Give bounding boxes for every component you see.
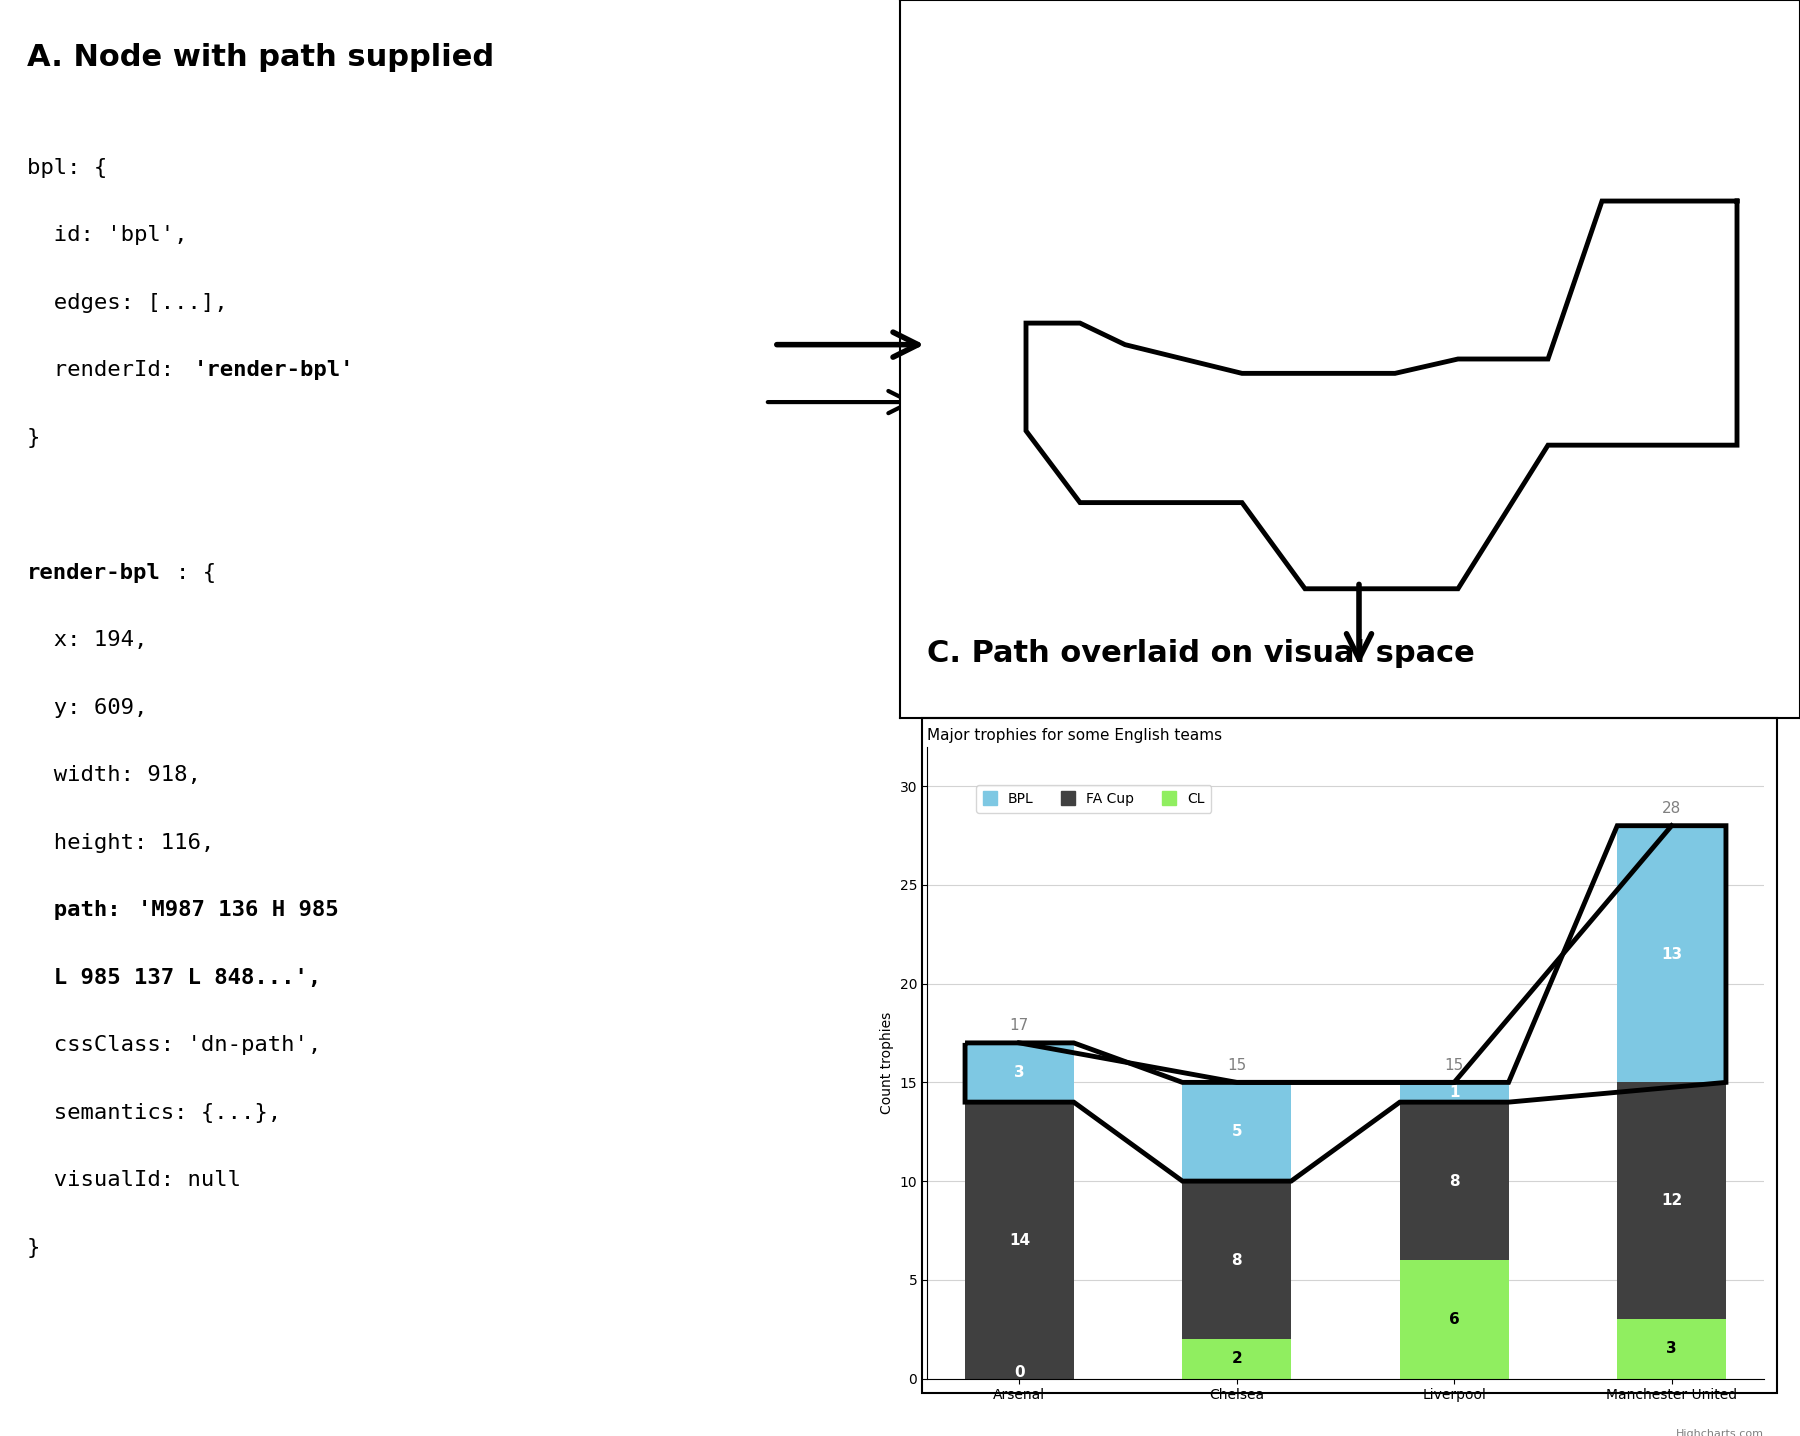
Text: 'render-bpl': 'render-bpl' [194,360,355,381]
Legend: BPL, FA Cup, CL: BPL, FA Cup, CL [976,785,1211,813]
Text: cssClass: 'dn-path',: cssClass: 'dn-path', [27,1035,320,1055]
Text: 3: 3 [1667,1341,1678,1357]
Bar [1616,1083,1726,1320]
Text: A. Node with path supplied: A. Node with path supplied [27,43,495,72]
Text: 1: 1 [1449,1084,1460,1100]
Text: id: 'bpl',: id: 'bpl', [27,225,187,246]
Text: visualId: null: visualId: null [27,1170,241,1190]
Y-axis label: Count trophies: Count trophies [880,1011,895,1114]
Text: 8: 8 [1449,1173,1460,1189]
Text: }: } [27,428,40,448]
Bar [1400,1103,1508,1261]
Text: render-bpl: render-bpl [27,563,160,583]
Text: 8: 8 [1231,1252,1242,1268]
Text: }: } [27,1238,40,1258]
Text: renderId:: renderId: [27,360,187,381]
Bar [965,1043,1075,1103]
Text: 15: 15 [1228,1057,1246,1073]
Text: semantics: {...},: semantics: {...}, [27,1103,281,1123]
Text: : {: : { [176,563,216,583]
Text: 3: 3 [1013,1066,1024,1080]
Text: 28: 28 [1661,801,1681,816]
Text: 14: 14 [1008,1234,1030,1248]
Bar [965,1103,1075,1379]
Bar [1183,1083,1291,1180]
Bar [1400,1261,1508,1379]
Bar [1616,826,1726,1083]
Text: 2: 2 [1231,1351,1242,1366]
Text: 17: 17 [1010,1018,1030,1032]
Bar [1400,1083,1508,1103]
Text: 13: 13 [1661,946,1683,962]
Text: edges: [...],: edges: [...], [27,293,227,313]
Text: x: 194,: x: 194, [27,630,148,651]
Text: width: 918,: width: 918, [27,765,202,785]
Text: Highcharts.com: Highcharts.com [1676,1429,1764,1436]
Text: height: 116,: height: 116, [27,833,214,853]
Text: L 985 137 L 848...',: L 985 137 L 848...', [27,968,320,988]
Text: bpl: {: bpl: { [27,158,108,178]
Bar [1183,1338,1291,1379]
Text: 5: 5 [1231,1124,1242,1139]
Text: C. Path overlaid on visual space: C. Path overlaid on visual space [927,639,1474,668]
Text: path:: path: [27,900,133,920]
Bar [1616,1320,1726,1379]
Text: 6: 6 [1449,1313,1460,1327]
Text: 15: 15 [1445,1057,1463,1073]
Text: 12: 12 [1661,1193,1683,1208]
Text: Major trophies for some English teams: Major trophies for some English teams [927,728,1222,742]
Bar [1183,1180,1291,1338]
Text: 0: 0 [1013,1366,1024,1380]
Text: 'M987 136 H 985: 'M987 136 H 985 [137,900,338,920]
Text: y: 609,: y: 609, [27,698,148,718]
